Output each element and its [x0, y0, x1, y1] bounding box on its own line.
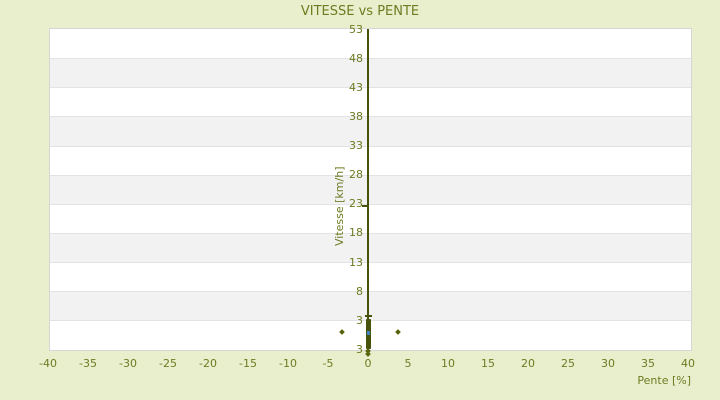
x-axis-title: Pente [%] — [637, 374, 691, 387]
x-tick-label: -40 — [39, 357, 57, 370]
x-tick-label: 25 — [561, 357, 575, 370]
x-tick-label: 0 — [364, 357, 372, 370]
plot-band — [50, 58, 691, 88]
plot-band — [50, 203, 691, 233]
x-tick-label: -10 — [279, 357, 297, 370]
x-tick-label: 30 — [601, 357, 615, 370]
plot-band — [50, 145, 691, 175]
y-tick-label: 28 — [349, 168, 363, 182]
plot-area: 53 48 43 38 33 28 23 18 13 8 3 3 — [49, 23, 692, 357]
x-tick-label: -30 — [119, 357, 137, 370]
series-zero-line — [367, 29, 369, 350]
data-point-marker — [395, 329, 402, 335]
x-tick-label: 20 — [521, 357, 535, 370]
y-tick-labels-layer: 53 48 43 38 33 28 23 18 13 8 3 3 — [50, 23, 691, 356]
x-tick-label: -20 — [199, 357, 217, 370]
plot-bands-layer — [50, 29, 691, 350]
y-tick-label: 48 — [349, 51, 363, 65]
x-tick-label: 35 — [641, 357, 655, 370]
y-tick-label: 53 — [349, 22, 363, 36]
data-point-marker — [364, 315, 372, 318]
y-tick-label: 3 — [356, 342, 363, 356]
x-tick-label: 10 — [441, 357, 455, 370]
x-tick-label: 15 — [481, 357, 495, 370]
chart-title: VITESSE vs PENTE — [300, 4, 420, 19]
x-tick-label: -25 — [159, 357, 177, 370]
plot-band — [50, 320, 691, 350]
highlight-point-marker — [367, 331, 370, 336]
y-tick-label: 33 — [349, 139, 363, 153]
plot-marks-layer — [50, 29, 691, 357]
y-tick-label: 38 — [349, 109, 363, 123]
data-point-marker — [362, 204, 370, 207]
x-tick-label: -15 — [239, 357, 257, 370]
x-tick-label: -35 — [79, 357, 97, 370]
y-tick-label: 23 — [349, 197, 363, 211]
y-tick-label: 18 — [349, 226, 363, 240]
x-tick-label: -5 — [322, 357, 334, 370]
x-tick-label: 40 — [681, 357, 695, 370]
plot-band — [50, 232, 691, 263]
data-point-marker — [338, 329, 345, 335]
y-tick-label: 8 — [356, 284, 363, 298]
y-tick-label: 3 — [356, 313, 363, 327]
x-tick-label: 5 — [404, 357, 412, 370]
plot-band — [50, 174, 691, 204]
y-tick-label: 43 — [349, 80, 363, 94]
plot-band — [50, 29, 691, 59]
plot-band — [50, 116, 691, 146]
plot-band — [50, 87, 691, 117]
plot-band — [50, 262, 691, 292]
y-axis-title: Vitesse [km/h] — [333, 166, 346, 247]
y-tick-label: 13 — [349, 255, 363, 269]
